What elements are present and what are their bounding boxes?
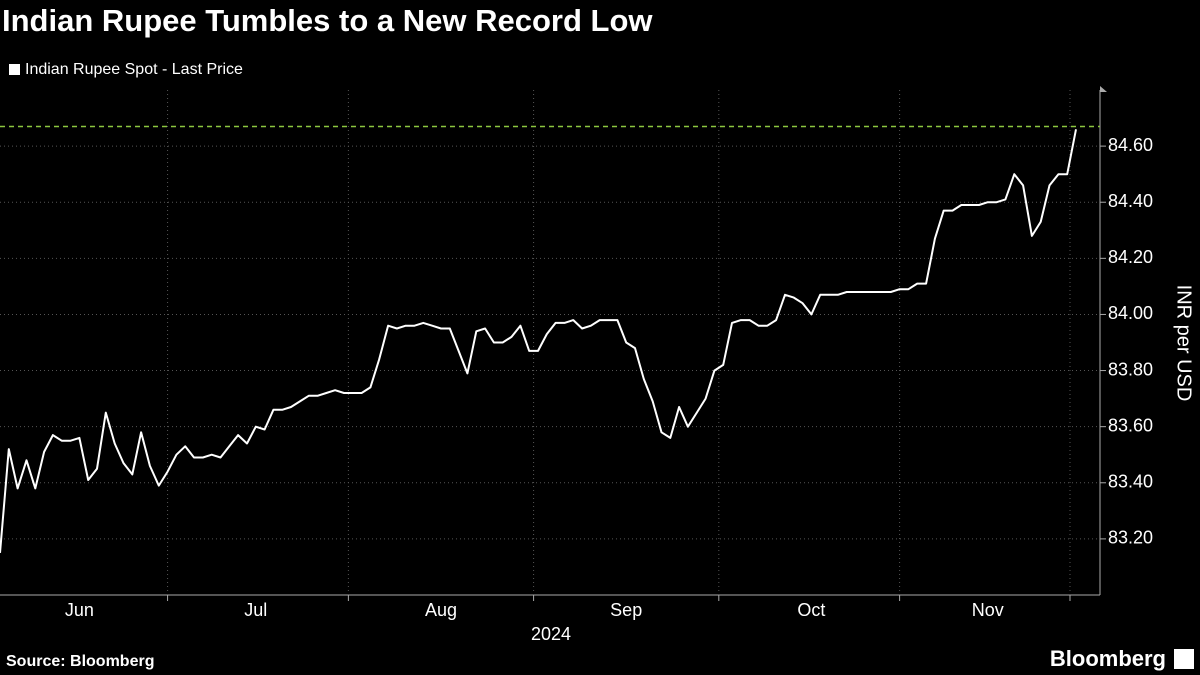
y-tick-label: 83.80 xyxy=(1108,359,1153,379)
x-tick-label: Oct xyxy=(797,600,825,620)
x-tick-label: Nov xyxy=(972,600,1004,620)
y-tick-label: 84.00 xyxy=(1108,303,1153,323)
chart-title: Indian Rupee Tumbles to a New Record Low xyxy=(2,3,653,38)
x-tick-label: Aug xyxy=(425,600,457,620)
x-tick-label: Jul xyxy=(244,600,267,620)
y-tick-label: 84.60 xyxy=(1108,135,1153,155)
legend-label: Indian Rupee Spot - Last Price xyxy=(25,61,243,78)
y-tick-label: 83.60 xyxy=(1108,415,1153,435)
brand: Bloomberg xyxy=(1050,646,1166,671)
source: Source: Bloomberg xyxy=(6,653,154,670)
legend-swatch xyxy=(9,64,20,75)
series-line xyxy=(0,129,1077,553)
y-axis-label: INR per USD xyxy=(1173,285,1195,402)
axis-arrow xyxy=(1100,86,1107,92)
y-tick-label: 83.20 xyxy=(1108,528,1153,548)
y-tick-label: 84.20 xyxy=(1108,247,1153,267)
x-axis-label: 2024 xyxy=(531,624,571,644)
y-tick-label: 83.40 xyxy=(1108,472,1153,492)
x-tick-label: Jun xyxy=(65,600,94,620)
brand-icon xyxy=(1174,649,1194,669)
y-tick-label: 84.40 xyxy=(1108,191,1153,211)
x-tick-label: Sep xyxy=(610,600,642,620)
